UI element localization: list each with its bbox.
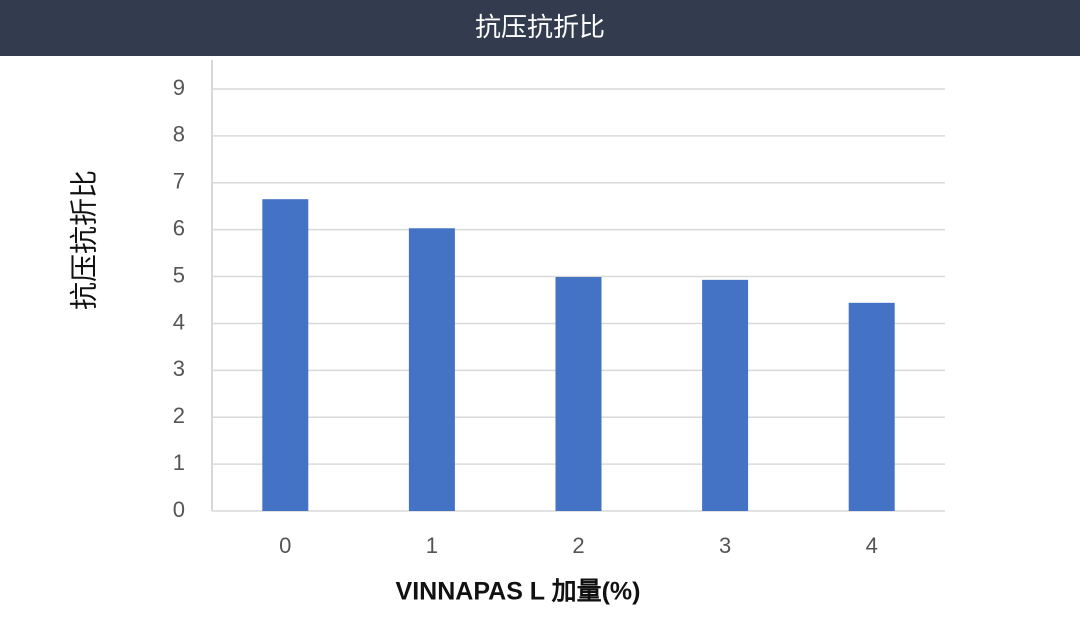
chart-title: 抗压抗折比 — [475, 12, 605, 42]
bar — [262, 199, 309, 511]
x-tick-label: 1 — [426, 533, 438, 558]
bar — [555, 277, 602, 511]
x-tick-label: 0 — [279, 533, 291, 558]
y-tick-label: 4 — [173, 309, 185, 334]
x-tick-label: 3 — [719, 533, 731, 558]
x-tick-label: 4 — [866, 533, 878, 558]
y-tick-label: 5 — [173, 262, 185, 287]
y-axis-label: 抗压抗折比 — [68, 170, 99, 310]
title-bar — [0, 0, 1080, 56]
x-tick-label: 2 — [572, 533, 584, 558]
y-tick-label: 0 — [173, 497, 185, 522]
y-tick-label: 9 — [173, 75, 185, 100]
x-axis-label: VINNAPAS L 加量(%) — [396, 578, 641, 606]
y-tick-label: 2 — [173, 403, 185, 428]
y-tick-label: 7 — [173, 169, 185, 194]
y-tick-label: 6 — [173, 215, 185, 240]
bar — [702, 279, 749, 511]
bar — [408, 228, 455, 511]
y-tick-label: 1 — [173, 450, 185, 475]
bar — [848, 302, 895, 511]
y-tick-label: 3 — [173, 356, 185, 381]
y-tick-label: 8 — [173, 122, 185, 147]
